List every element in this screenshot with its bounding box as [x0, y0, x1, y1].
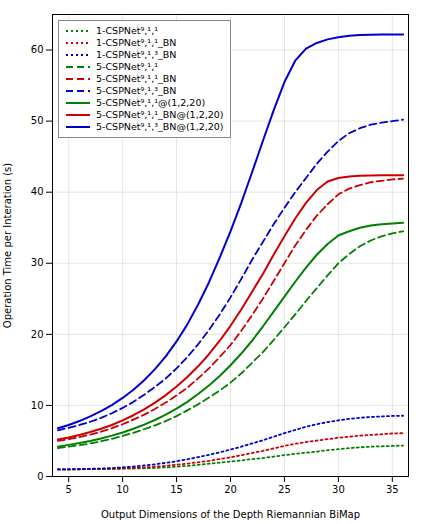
svg-text:15: 15: [170, 484, 183, 495]
svg-text:Operation Time per Interation: Operation Time per Interation (s): [2, 163, 13, 328]
svg-text:10: 10: [116, 484, 129, 495]
svg-text:0: 0: [37, 471, 43, 482]
svg-text:10: 10: [31, 400, 44, 411]
html-text:5-CSPNet⁹,¹,¹_BN: 5-CSPNet⁹,¹,¹_BN: [96, 73, 177, 84]
svg-text:20: 20: [224, 484, 237, 495]
svg-text:30: 30: [332, 484, 345, 495]
html-text:5-CSPNet⁹,¹,³_BN@(1,2,20): 5-CSPNet⁹,¹,³_BN@(1,2,20): [96, 121, 224, 132]
html-text:1-CSPNet⁹,¹,¹: 1-CSPNet⁹,¹,¹: [96, 25, 158, 36]
svg-text:50: 50: [31, 115, 44, 126]
html-text:5-CSPNet⁹,¹,¹: 5-CSPNet⁹,¹,¹: [96, 61, 158, 72]
svg-text:5: 5: [65, 484, 71, 495]
html-text:5-CSPNet⁹,¹,¹@(1,2,20): 5-CSPNet⁹,¹,¹@(1,2,20): [96, 97, 206, 108]
svg-text:Output Dimensions of the Depth: Output Dimensions of the Depth Riemannia…: [101, 509, 360, 520]
svg-text:25: 25: [278, 484, 291, 495]
html-text:5-CSPNet⁹,¹,³_BN: 5-CSPNet⁹,¹,³_BN: [96, 85, 177, 96]
svg-text:35: 35: [386, 484, 399, 495]
svg-text:30: 30: [31, 257, 44, 268]
svg-text:20: 20: [31, 329, 44, 340]
svg-text:40: 40: [31, 186, 44, 197]
html-text:1-CSPNet⁹,¹,³_BN: 1-CSPNet⁹,¹,³_BN: [96, 49, 177, 60]
html-text:5-CSPNet⁹,¹,¹_BN@(1,2,20): 5-CSPNet⁹,¹,¹_BN@(1,2,20): [96, 109, 224, 120]
svg-text:60: 60: [31, 44, 44, 55]
html-text:1-CSPNet⁹,¹,¹_BN: 1-CSPNet⁹,¹,¹_BN: [96, 37, 177, 48]
